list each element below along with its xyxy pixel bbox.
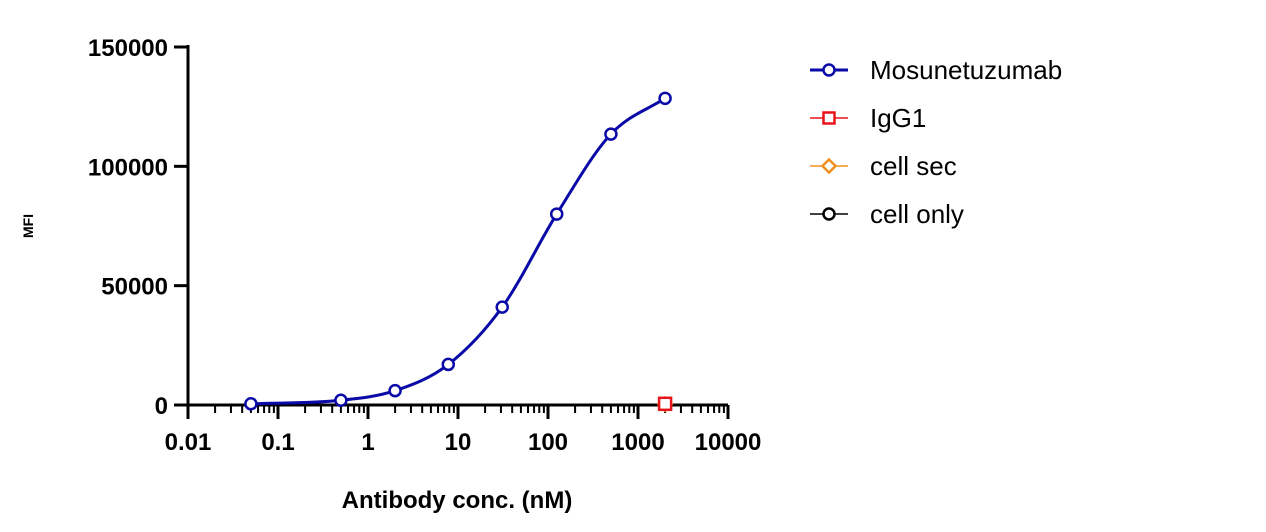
data-point-series-0 (658, 91, 672, 106)
legend-item-3: cell only (810, 199, 964, 229)
legend-item-0: Mosunetuzumab (810, 55, 1062, 85)
legend-marker (822, 63, 836, 77)
y-tick-label: 150000 (88, 35, 168, 62)
tick-labels: 0 50000 100000 150000 0.01 0.1 1 10 100 1000 10000 (88, 35, 761, 456)
y-tick-label: 100000 (88, 154, 168, 181)
x-tick-label: 1000 (611, 429, 664, 456)
data-point-series-0 (549, 207, 564, 221)
legend-label: IgG1 (870, 103, 926, 133)
data-point-series-0 (495, 300, 509, 314)
legend-item-1: IgG1 (810, 103, 926, 133)
x-axis-title: Antibody conc. (nM) (342, 487, 573, 514)
x-tick-label: 1 (361, 429, 374, 456)
data-point-series-0 (441, 357, 456, 372)
fit-curves (250, 97, 666, 406)
legend-marker (822, 207, 836, 221)
legend: Mosunetuzumab IgG1 cell sec cell only (810, 55, 1062, 229)
legend-label: cell only (870, 199, 964, 229)
legend-label: cell sec (870, 151, 957, 181)
x-tick-label: 10 (445, 429, 472, 456)
data-point-series-0 (604, 127, 618, 141)
data-point-series-0 (244, 397, 258, 411)
data-point-series-0 (334, 393, 348, 407)
data-point-series-1 (657, 396, 673, 412)
y-axis-title: MFI (20, 214, 36, 238)
y-tick-label: 0 (155, 393, 168, 420)
fit-curve-0 (250, 97, 666, 406)
data-points (244, 91, 674, 413)
legend-marker (820, 157, 838, 175)
legend-marker (822, 111, 836, 125)
axes (174, 45, 730, 419)
x-tick-label: 0.1 (261, 429, 294, 456)
legend-item-2: cell sec (810, 151, 957, 181)
data-point-series-0 (388, 383, 402, 398)
legend-label: Mosunetuzumab (870, 55, 1062, 85)
x-tick-label: 0.01 (165, 429, 212, 456)
x-tick-label: 100 (528, 429, 568, 456)
x-tick-label: 10000 (695, 429, 762, 456)
y-tick-label: 50000 (101, 274, 168, 301)
